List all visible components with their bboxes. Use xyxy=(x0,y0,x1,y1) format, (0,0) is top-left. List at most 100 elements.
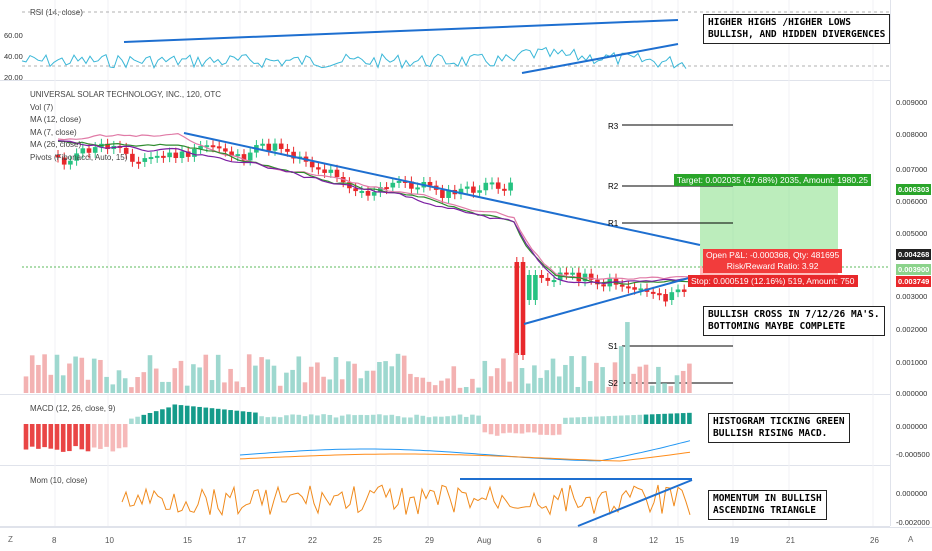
rsi-annotation[interactable]: HIGHER HIGHS /HIGHER LOWS BULLISH, AND H… xyxy=(703,14,891,44)
volume-bar xyxy=(215,354,221,393)
pivot-r3: R3 xyxy=(608,122,619,131)
stop-price-tag: 0.003749 xyxy=(896,276,932,287)
candle-body xyxy=(477,190,482,193)
candle-body xyxy=(260,143,265,146)
volume-bar xyxy=(488,376,494,393)
date-label: 26 xyxy=(870,536,879,545)
volume-bar xyxy=(346,361,351,393)
volume-bar xyxy=(550,358,556,393)
candle-body xyxy=(278,143,284,149)
volume-bar xyxy=(383,361,388,393)
volume-bar xyxy=(470,378,475,393)
legend-ma26[interactable]: MA (26, close) xyxy=(30,140,82,149)
candle-body xyxy=(396,180,402,183)
candle-body xyxy=(167,152,172,158)
symbol-title[interactable]: UNIVERSAL SOLAR TECHNOLOGY, INC., 120, O… xyxy=(30,90,222,99)
price-axis[interactable] xyxy=(890,0,932,526)
descending-trendline xyxy=(183,132,701,246)
candle-body xyxy=(415,187,420,190)
pane-divider[interactable] xyxy=(0,465,890,466)
macd-histogram-bar xyxy=(271,416,277,424)
candle-body xyxy=(192,148,197,157)
legend-ma7[interactable]: MA (7, close) xyxy=(30,127,77,137)
volume-bar xyxy=(67,363,72,393)
volume-bar xyxy=(687,363,692,393)
macd-histogram-bar xyxy=(333,417,339,424)
legend-pivots[interactable]: Pivots (Fibonacci, Auto, 15) xyxy=(30,152,128,162)
volume-bar xyxy=(54,354,60,393)
volume-bar xyxy=(544,370,550,393)
mom-annotation[interactable]: MOMENTUM IN BULLISH ASCENDING TRIANGLE xyxy=(708,490,827,520)
timezone-button[interactable]: Z xyxy=(8,535,13,544)
volume-bar xyxy=(228,368,233,393)
legend-ma12[interactable]: MA (12, close) xyxy=(30,115,82,124)
macd-histogram-bar xyxy=(277,417,283,424)
macd-histogram-bar xyxy=(29,424,35,447)
macd-histogram-bar xyxy=(98,424,103,449)
volume-bar xyxy=(36,364,41,393)
price-tick: 0.009000 xyxy=(896,98,928,107)
volume-bar xyxy=(364,370,370,393)
pivot-r1: R1 xyxy=(608,219,619,228)
macd-histogram-bar xyxy=(91,424,97,448)
candle-body xyxy=(204,145,210,148)
pnl-text: Open P&L: -0.000368, Qty: 481695 xyxy=(706,250,840,260)
macd-histogram-bar xyxy=(538,424,543,435)
volume-bar xyxy=(135,377,140,393)
candle-body xyxy=(409,181,414,189)
candle-body xyxy=(210,145,216,148)
macd-histogram-bar xyxy=(631,415,636,424)
candle-body xyxy=(632,287,637,290)
candle-body xyxy=(464,186,470,189)
candle-body xyxy=(663,294,668,302)
volume-bar xyxy=(98,359,103,393)
volume-bar xyxy=(643,364,649,393)
price-annotation-line2: BOTTOMING MAYBE COMPLETE xyxy=(708,321,846,332)
volume-bar xyxy=(73,356,78,393)
candle-body xyxy=(316,167,321,170)
price-annotation[interactable]: BULLISH CROSS IN 7/12/26 MA'S. BOTTOMING… xyxy=(703,306,885,336)
legend-volume[interactable]: Vol (7) xyxy=(30,102,54,112)
volume-bar xyxy=(606,386,612,393)
macd-histogram-bar xyxy=(358,414,364,424)
volume-bar xyxy=(532,365,537,393)
candle-body xyxy=(675,289,681,293)
volume-bar xyxy=(271,365,277,393)
macd-histogram-bar xyxy=(296,414,302,424)
macd-legend[interactable]: MACD (12, 26, close, 9) xyxy=(30,404,116,413)
stop-label[interactable]: Stop: 0.000519 (12.16%) 519, Amount: 750 xyxy=(688,275,858,287)
momentum-legend[interactable]: Mom (10, close) xyxy=(30,476,88,485)
volume-bar xyxy=(370,370,376,393)
auto-scale-button[interactable]: A xyxy=(908,535,914,544)
pane-divider[interactable] xyxy=(0,80,890,81)
volume-bar xyxy=(432,385,438,393)
macd-histogram-bar xyxy=(432,416,438,424)
macd-histogram-bar xyxy=(166,407,171,424)
candle-body xyxy=(545,277,551,281)
date-label: 17 xyxy=(237,536,246,545)
macd-histogram-bar xyxy=(600,416,605,424)
pivot-s1: S1 xyxy=(608,342,618,351)
candle-body xyxy=(471,186,476,193)
pane-divider[interactable] xyxy=(0,394,890,395)
candle-body xyxy=(588,273,594,280)
candle-body xyxy=(502,188,507,191)
macd-histogram-bar xyxy=(575,417,581,424)
volume-bar xyxy=(463,387,469,393)
volume-bar xyxy=(209,380,215,393)
target-label[interactable]: Target: 0.002035 (47.68%) 2035, Amount: … xyxy=(674,174,871,186)
volume-bar xyxy=(581,356,587,393)
macd-histogram-bar xyxy=(315,415,320,424)
volume-bar xyxy=(414,377,419,393)
pnl-label[interactable]: Open P&L: -0.000368, Qty: 481695 Risk/Re… xyxy=(703,249,843,273)
macd-annotation[interactable]: HISTOGRAM TICKING GREEN BULLISH RISING M… xyxy=(708,413,850,443)
volume-bar xyxy=(197,367,202,393)
volume-bar xyxy=(253,365,258,393)
volume-bar xyxy=(302,382,308,393)
macd-histogram-bar xyxy=(184,405,190,424)
candle-body xyxy=(371,192,377,196)
time-axis[interactable] xyxy=(0,527,932,551)
volume-bar xyxy=(674,375,680,393)
mom-tick: -0.002000 xyxy=(896,518,930,527)
